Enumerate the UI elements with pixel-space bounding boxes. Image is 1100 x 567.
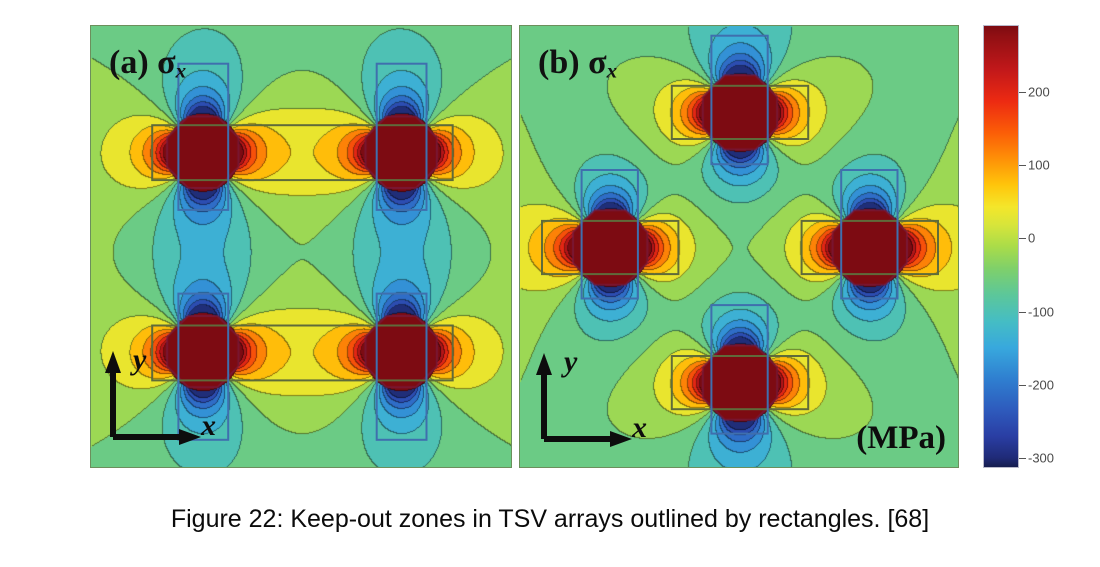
contour-panel-b: (b) σx (MPa) y x (519, 25, 959, 468)
colorbar-tick-label: 200 (1028, 84, 1050, 100)
contour-panel-a: (a) σx y x (90, 25, 512, 468)
keepout-zone-rectangle-vertical (840, 169, 899, 300)
keepout-zone-rectangle-horizontal (541, 219, 680, 276)
keepout-zone-rectangle-vertical (710, 34, 769, 166)
colorbar-tick-label: -100 (1028, 304, 1055, 320)
colorbar-gradient (983, 25, 1019, 468)
keepout-zone-rectangle-vertical (177, 62, 230, 211)
keepout-zone-rectangle-horizontal (151, 124, 454, 182)
colorbar-tick-mark (1019, 91, 1026, 93)
keepout-zone-rectangle-horizontal (670, 355, 810, 411)
colorbar-tick-mark (1019, 311, 1026, 313)
keepout-zone-rectangle-vertical (375, 62, 428, 211)
colorbar-tick-mark (1019, 164, 1026, 166)
colorbar-tick-label: 0 (1028, 230, 1036, 246)
keepout-overlay-b (541, 34, 939, 435)
keepout-zone-rectangle-vertical (580, 169, 639, 300)
colorbar-tick-mark (1019, 384, 1026, 386)
keepout-overlay-a (151, 62, 454, 441)
keepout-zone-rectangle-vertical (375, 292, 428, 441)
keepout-zone-rectangle-horizontal (800, 219, 939, 276)
keepout-zone-rectangle-horizontal (151, 324, 454, 382)
keepout-zone-rectangle-horizontal (670, 84, 810, 140)
stress-field-canvas-b (520, 26, 958, 467)
colorbar-tick-label: -200 (1028, 377, 1055, 393)
stress-field-canvas-a (91, 26, 511, 467)
colorbar: 200 100 0 -100 -200 -300 (983, 25, 1054, 468)
keepout-zone-rectangle-vertical (710, 304, 769, 435)
keepout-zone-rectangle-vertical (177, 292, 230, 441)
colorbar-tick-label: 100 (1028, 157, 1050, 173)
figure-caption: Figure 22: Keep-out zones in TSV arrays … (170, 505, 930, 533)
colorbar-tick-mark (1019, 457, 1026, 459)
colorbar-tick-label: -300 (1028, 450, 1055, 466)
colorbar-tick-mark (1019, 238, 1026, 240)
